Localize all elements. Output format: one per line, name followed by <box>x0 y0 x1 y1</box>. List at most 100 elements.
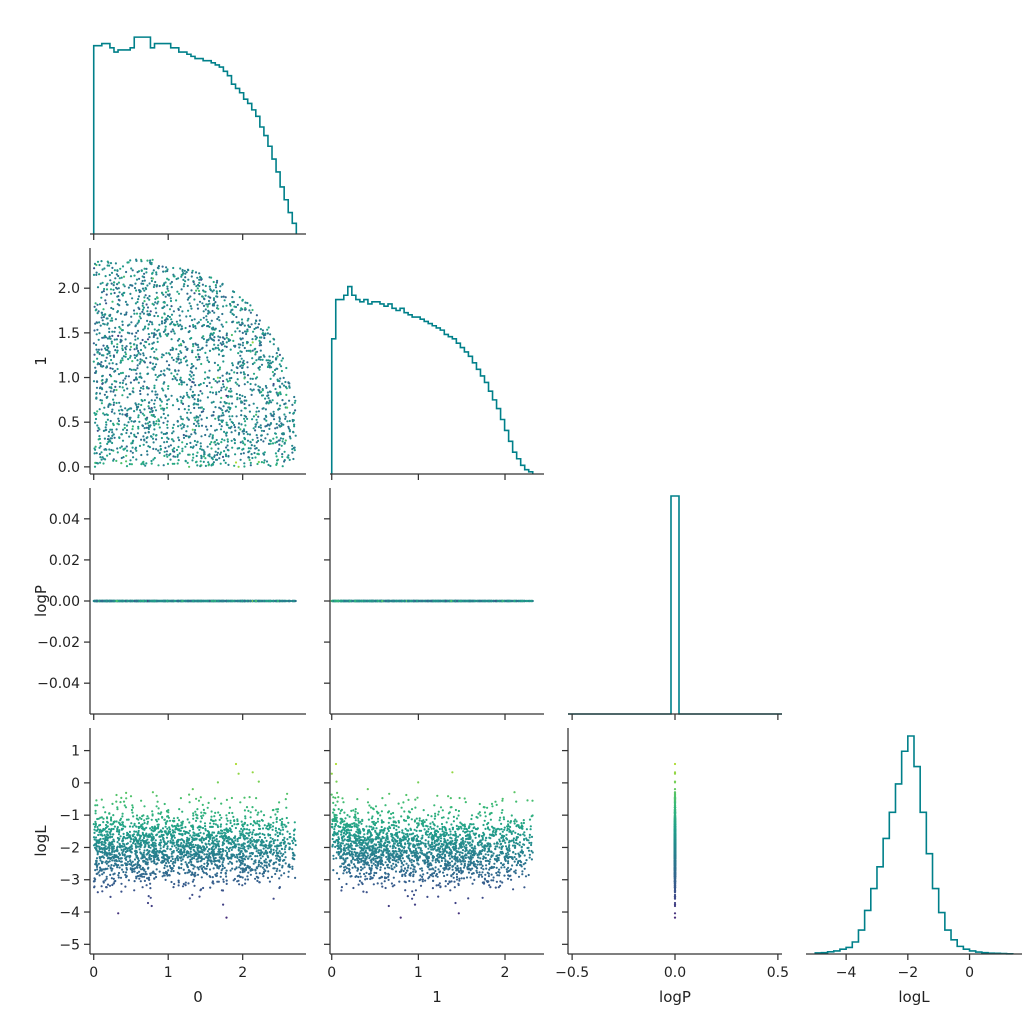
scatter-point <box>258 368 261 371</box>
scatter-point <box>122 456 125 459</box>
scatter-point <box>146 422 149 425</box>
scatter-point <box>253 361 256 364</box>
scatter-point <box>142 460 145 463</box>
scatter-point <box>164 333 167 336</box>
scatter-point <box>179 350 182 353</box>
scatter-point <box>142 306 145 309</box>
scatter-point <box>105 302 108 305</box>
scatter-point <box>278 385 281 388</box>
scatter-point <box>241 331 244 334</box>
scatter-point <box>93 447 96 450</box>
scatter-point <box>257 366 260 370</box>
scatter-point <box>124 338 127 341</box>
scatter-point <box>113 281 116 284</box>
scatter-point <box>154 409 158 412</box>
scatter-point <box>251 308 254 312</box>
scatter-point <box>196 358 199 361</box>
scatter-point <box>119 340 123 343</box>
scatter-point <box>111 300 114 303</box>
scatter-point <box>286 456 289 459</box>
scatter-point <box>205 425 208 428</box>
scatter-point <box>136 367 139 370</box>
scatter-point <box>175 357 178 360</box>
scatter-point <box>101 374 104 377</box>
scatter-point <box>136 337 139 340</box>
scatter-point <box>271 442 275 445</box>
scatter-point <box>110 306 113 310</box>
scatter-point <box>257 415 260 418</box>
scatter-point <box>146 416 149 419</box>
scatter-point <box>252 427 255 430</box>
scatter-point <box>169 297 172 300</box>
scatter-point <box>261 329 264 332</box>
scatter-point <box>118 436 121 439</box>
scatter-point <box>196 420 199 423</box>
scatter-point <box>117 274 120 278</box>
scatter-point <box>139 317 142 320</box>
scatter-point <box>207 309 210 312</box>
scatter-point <box>217 339 220 342</box>
scatter-point <box>111 367 114 370</box>
scatter-point <box>243 362 246 365</box>
scatter-point <box>244 424 247 427</box>
scatter-point <box>138 315 141 318</box>
scatter-point <box>189 305 192 308</box>
scatter-point <box>238 397 242 400</box>
scatter-point <box>142 282 145 285</box>
scatter-point <box>222 354 225 357</box>
scatter-point <box>174 369 177 372</box>
scatter-point <box>209 443 212 446</box>
scatter-point <box>157 423 160 426</box>
scatter-point <box>284 402 287 405</box>
scatter-point <box>152 368 155 371</box>
scatter-point <box>258 391 261 394</box>
scatter-point <box>229 348 232 351</box>
scatter-point <box>125 460 128 463</box>
scatter-point <box>144 294 147 297</box>
scatter-point <box>130 463 133 466</box>
scatter-point <box>136 364 139 367</box>
scatter-point <box>191 428 194 431</box>
scatter-point <box>219 401 222 404</box>
scatter-point <box>206 356 209 359</box>
scatter-point <box>292 411 296 414</box>
scatter-point <box>278 443 281 446</box>
scatter-point <box>108 452 111 455</box>
scatter-point <box>241 337 244 340</box>
scatter-point <box>166 304 169 307</box>
scatter-point <box>243 395 247 399</box>
scatter-point <box>184 459 187 462</box>
scatter-point <box>162 432 165 436</box>
scatter-point <box>169 282 172 285</box>
scatter-point <box>221 374 224 377</box>
scatter-point <box>191 371 194 374</box>
scatter-point <box>206 339 209 342</box>
scatter-point <box>294 434 297 437</box>
scatter-point <box>243 383 246 386</box>
scatter-point <box>174 323 177 327</box>
scatter-point <box>292 446 295 450</box>
scatter-point <box>189 295 192 298</box>
scatter-point <box>258 336 262 339</box>
scatter-point <box>135 408 138 411</box>
scatter-point <box>151 437 155 440</box>
scatter-point <box>142 385 145 388</box>
scatter-point <box>160 322 164 325</box>
scatter-point <box>125 445 128 448</box>
scatter-point <box>166 426 169 429</box>
scatter-point <box>126 449 129 452</box>
scatter-point <box>246 361 249 364</box>
scatter-point <box>106 418 109 421</box>
scatter-point <box>160 599 163 603</box>
scatter-point <box>170 330 173 333</box>
scatter-point <box>163 441 166 444</box>
scatter-point <box>138 420 141 423</box>
scatter-point <box>194 419 197 422</box>
scatter-point <box>278 391 281 395</box>
scatter-point <box>227 449 230 452</box>
scatter-point <box>105 288 109 291</box>
scatter-point <box>193 439 196 443</box>
scatter-point <box>95 333 98 336</box>
scatter-point <box>234 461 238 464</box>
scatter-point <box>95 452 98 455</box>
